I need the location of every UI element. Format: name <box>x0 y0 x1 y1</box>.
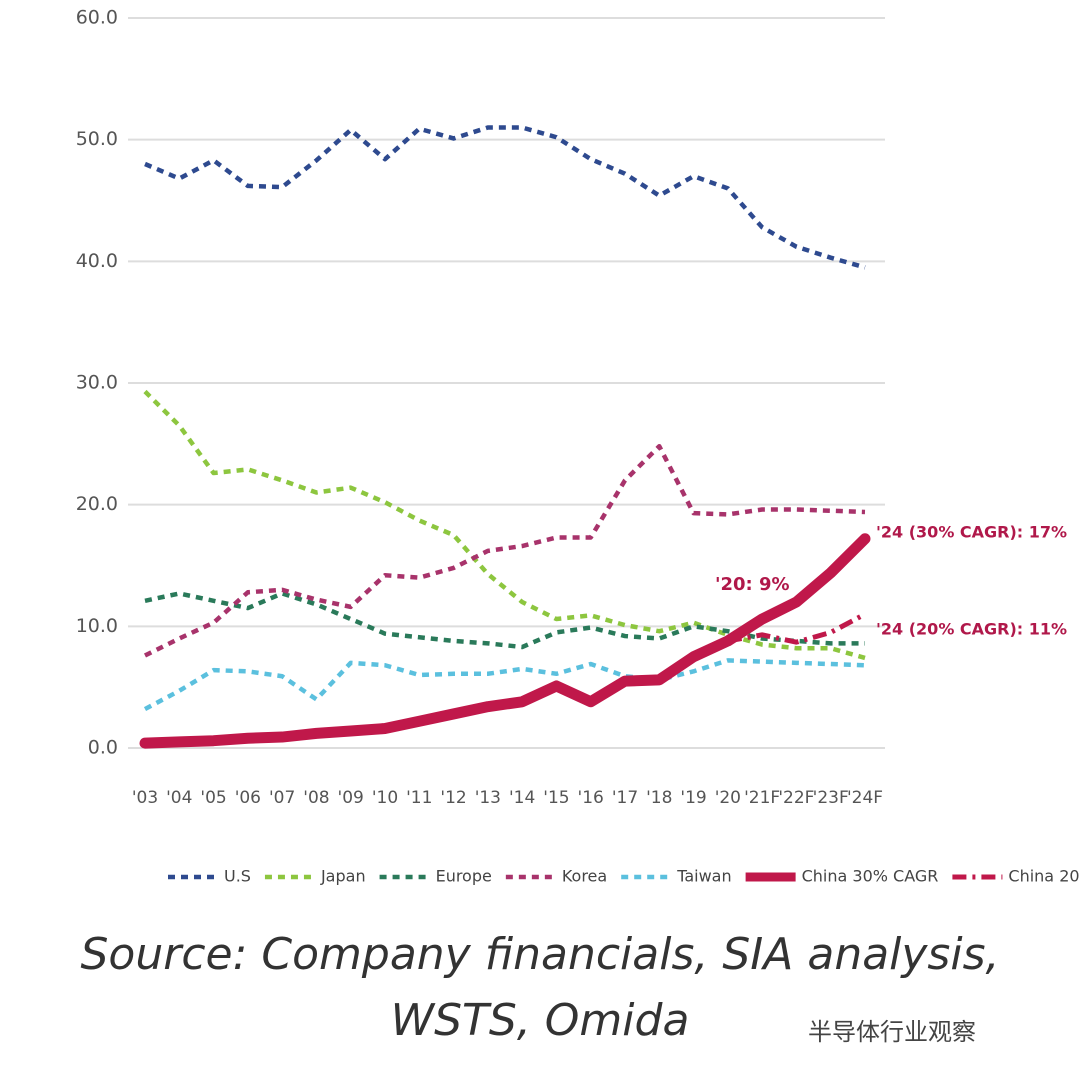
series-line <box>144 591 865 650</box>
x-tick-label: '24F <box>847 788 883 808</box>
x-tick-label: '14 <box>509 788 535 808</box>
x-tick-label: '20 <box>715 788 741 808</box>
x-tick-label: '21F <box>744 788 780 808</box>
x-tick-label: '08 <box>303 788 329 808</box>
y-tick-label: 50.0 <box>76 128 118 150</box>
series-line <box>144 125 866 270</box>
y-tick-label: 20.0 <box>76 493 118 515</box>
chart: 0.0 10.0 20.0 30.0 40.0 50.0 60.0 '03 '04 '05 '06 '… <box>76 7 1080 886</box>
x-tick-label: '04 <box>166 788 192 808</box>
series-line <box>139 533 871 749</box>
legend-label: China 20% CAGR <box>1008 867 1080 886</box>
x-tick-label: '07 <box>269 788 295 808</box>
series-line <box>143 658 866 712</box>
x-tick-label: '23F <box>813 788 849 808</box>
y-tick-label: 0.0 <box>88 737 118 759</box>
y-tick-label: 60.0 <box>76 7 118 29</box>
legend-label: Japan <box>320 867 366 886</box>
x-tick-label: '12 <box>440 788 466 808</box>
x-tick-label: '09 <box>338 788 364 808</box>
y-tick-label: 10.0 <box>76 615 118 637</box>
source-note: Source: Company financials, SIA analysis… <box>80 929 1000 1046</box>
legend-label: China 30% CAGR <box>802 867 939 886</box>
legend-label: Taiwan <box>676 867 731 886</box>
annotation: '20: 9% <box>715 574 790 595</box>
x-tick-label: '16 <box>578 788 604 808</box>
x-tick-label: '18 <box>646 788 672 808</box>
annotation: '24 (20% CAGR): 11% <box>876 620 1067 639</box>
x-tick-label: '03 <box>132 788 158 808</box>
x-tick-label: '15 <box>543 788 569 808</box>
x-tick-label: '10 <box>372 788 398 808</box>
legend-label: Europe <box>436 867 492 886</box>
series-line <box>727 611 867 645</box>
legend-label: U.S <box>224 867 251 886</box>
x-tick-label: '11 <box>406 788 432 808</box>
x-tick-label: '06 <box>235 788 261 808</box>
y-tick-label: 40.0 <box>76 250 118 272</box>
annotation: '24 (30% CAGR): 17% <box>876 523 1067 542</box>
x-tick-label: '17 <box>612 788 638 808</box>
x-tick-label: '05 <box>200 788 226 808</box>
x-tick-label: '13 <box>475 788 501 808</box>
watermark: 半导体行业观察 <box>808 1018 976 1046</box>
series-line <box>143 389 866 661</box>
x-tick-label: '22F <box>778 788 814 808</box>
x-tick-label: '19 <box>680 788 706 808</box>
legend-label: Korea <box>562 867 607 886</box>
y-tick-label: 30.0 <box>76 372 118 394</box>
